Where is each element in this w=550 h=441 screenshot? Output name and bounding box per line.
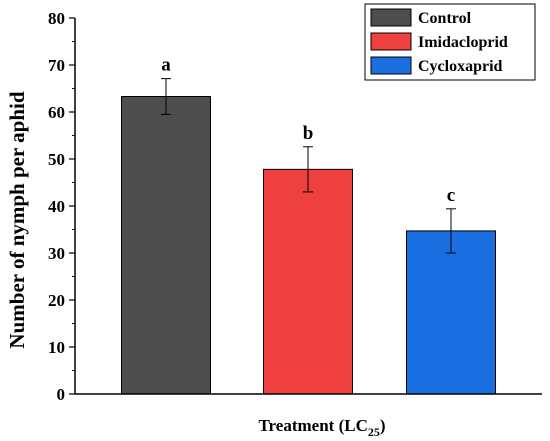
legend-item-cycloxaprid: Cycloxaprid [370,56,503,75]
bar-cycloxaprid [406,230,496,395]
x-axis-label-subscript: 25 [368,425,380,439]
error-bars-layer [161,78,456,254]
legend-swatch [370,56,412,75]
y-tick-label: 70 [48,56,65,75]
legend-swatch [370,32,412,51]
significance-letters-layer: a b c [161,55,455,206]
bar-imidacloprid [263,168,353,395]
bar-control [121,95,211,395]
y-tick-label: 60 [48,103,65,122]
y-tick-label: 40 [48,197,65,216]
significance-letter-imidacloprid: b [303,123,314,144]
y-tick-label: 0 [57,385,66,404]
significance-letter-control: a [161,55,171,76]
x-axis-label: Treatment (LC25) [258,416,385,439]
legend-item-control: Control [370,8,472,27]
error-bar-control [161,78,171,115]
error-bar-cycloxaprid [446,208,456,254]
x-axis-label-main: Treatment (LC [258,416,367,435]
legend-swatch [370,8,412,27]
axes-layer: 0 10 20 30 40 50 60 70 80 [48,9,542,404]
legend-item-imidacloprid: Imidacloprid [370,32,508,51]
y-tick-label: 20 [48,291,65,310]
significance-letter-cycloxaprid: c [447,185,455,206]
legend: Control Imidacloprid Cycloxaprid [364,3,536,81]
y-tick-label: 50 [48,150,65,169]
legend-label: Control [418,10,472,27]
y-axis-label: Number of nymph per aphid [5,91,29,348]
legend-label: Cycloxaprid [418,58,503,75]
y-tick-label: 80 [48,9,65,28]
error-bar-imidacloprid [303,146,313,193]
y-tick-label: 10 [48,338,65,357]
y-tick-label: 30 [48,244,65,263]
x-axis-label-close: ) [380,416,386,435]
legend-label: Imidacloprid [418,34,508,51]
